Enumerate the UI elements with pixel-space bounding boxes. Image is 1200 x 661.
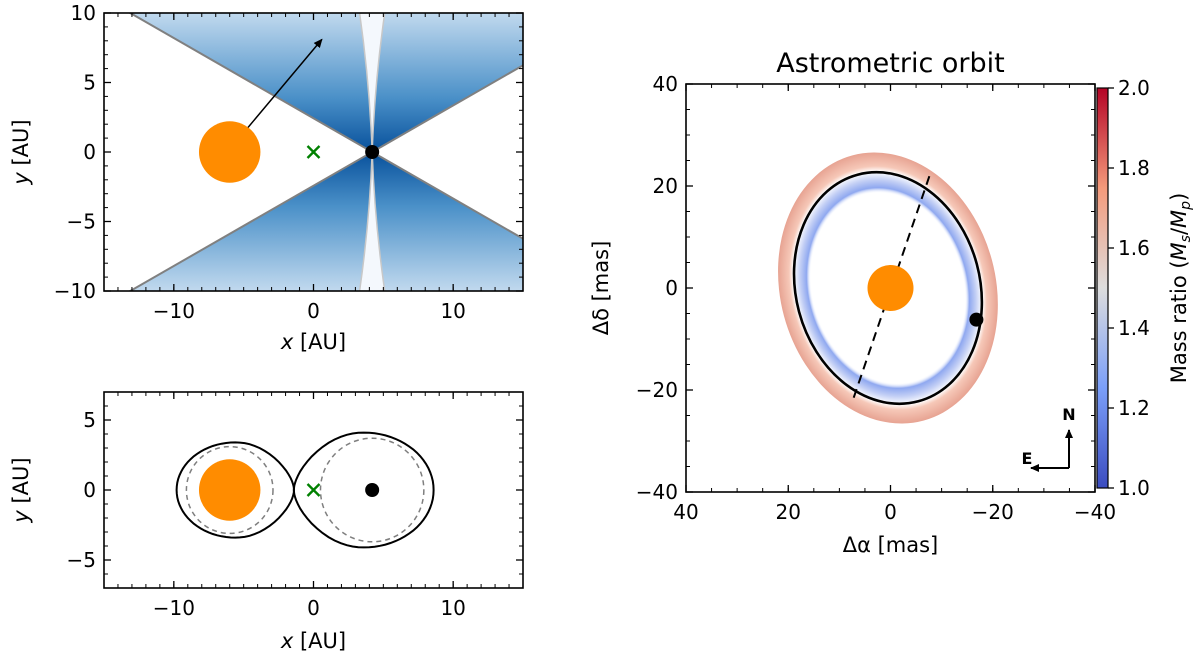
polar-gap-bottom <box>358 151 386 291</box>
companion-dot <box>969 312 984 327</box>
center-of-mass-marker <box>306 483 321 497</box>
companion-dot <box>365 483 380 497</box>
geometry-x-tick-label: −10 <box>153 299 195 323</box>
roche-x-tick-label: 0 <box>307 596 320 620</box>
volume-equivalent-circle-star <box>185 445 274 535</box>
orbit-x-tick-label: 0 <box>884 500 897 524</box>
orbit-x-tick-label: 40 <box>673 500 698 524</box>
wedge-edge-line-b <box>128 64 523 291</box>
shadow-wedge-top <box>104 13 523 152</box>
center-of-mass-marker <box>306 145 321 159</box>
orbit-ellipse <box>792 170 984 406</box>
orbit-y-tick-label: 20 <box>653 174 678 198</box>
roche-lobe-star <box>175 441 295 539</box>
orbit-y-axis-label: Δδ [mas] <box>589 241 613 336</box>
geometry-x-tick-label: 0 <box>307 299 320 323</box>
geometry-y-tick-label: 5 <box>83 71 96 95</box>
colorbar-label: Mass ratio (Ms/Mp) <box>1167 193 1194 384</box>
mass-ratio-colorbar: 1.0 1.2 1.4 1.6 1.8 2.0 <box>1096 76 1150 500</box>
primary-star <box>198 459 261 521</box>
volume-equivalent-circle-companion <box>319 437 425 543</box>
geometry-y-tick-label: −10 <box>54 279 96 303</box>
roche-axes: −10 0 10 −5 0 5 <box>67 391 524 620</box>
primary-star <box>198 121 261 183</box>
orbit-y-tick-label: 0 <box>665 276 678 300</box>
orbit-title: Astrometric orbit <box>776 48 1005 79</box>
orbit-x-axis-label: Δα [mas] <box>843 533 939 557</box>
orbit-axes: 40 20 0 −20 −40 −40 −20 0 20 40 <box>636 72 1116 524</box>
geometry-y-axis-label: y [AU] <box>9 119 33 185</box>
roche-plot-area <box>175 431 435 549</box>
colorbar-tick-label: 1.8 <box>1118 156 1150 180</box>
roche-x-tick-label: −10 <box>153 596 195 620</box>
roche-y-axis-label: y [AU] <box>9 457 33 523</box>
panel-geometry: −10 0 10 −10 −5 0 5 10 x [AU] y [AU] <box>9 1 524 354</box>
center-of-mass-marker-stroke-b <box>306 145 321 159</box>
orbit-x-tick-label: 20 <box>776 500 801 524</box>
primary-star <box>867 264 914 312</box>
center-of-mass-marker-stroke-b <box>306 483 321 497</box>
geometry-y-tick-label: −5 <box>67 210 96 234</box>
polar-gap-top <box>358 13 386 153</box>
geometry-x-axis-label: x [AU] <box>280 330 346 354</box>
orbit-x-tick-label: −40 <box>1074 500 1116 524</box>
line-of-nodes <box>852 172 932 398</box>
roche-y-tick-label: −5 <box>67 548 96 572</box>
orbit-plot-area: NE <box>778 152 1076 472</box>
roche-x-axis-label: x [AU] <box>280 629 346 653</box>
colorbar-tick-label: 1.4 <box>1118 316 1150 340</box>
roche-x-tick-label: 10 <box>440 596 465 620</box>
colorbar-tick-label: 1.0 <box>1118 476 1150 500</box>
geometry-y-tick-label: 0 <box>83 140 96 164</box>
roche-lobe-companion <box>292 431 435 549</box>
line-of-sight-arrow <box>241 38 323 136</box>
wedge-edge-line-a <box>128 13 523 240</box>
roche-y-tick-label: 0 <box>83 478 96 502</box>
compass-north-label: N <box>1062 405 1075 424</box>
orbit-y-tick-label: 40 <box>653 72 678 96</box>
orbit-x-tick-label: −20 <box>972 500 1014 524</box>
geometry-y-tick-label: 10 <box>71 1 96 25</box>
orbit-y-tick-label: −20 <box>636 378 678 402</box>
panel-astrometric-orbit: Astrometric orbit NE 40 20 0 −20 −40−40−2002… <box>589 48 1194 557</box>
colorbar-tick-label: 1.2 <box>1118 396 1150 420</box>
geometry-axes: −10 0 10 −10 −5 0 5 10 <box>54 1 524 323</box>
colorbar-gradient <box>1096 87 1109 489</box>
companion-dot <box>365 145 380 159</box>
colorbar-tick-label: 2.0 <box>1118 76 1150 100</box>
compass-east-label: E <box>1022 449 1033 468</box>
panel-roche-lobes: −10 0 10 −5 0 5 x [AU] y [AU] <box>9 391 524 653</box>
orbit-y-tick-label: −40 <box>636 480 678 504</box>
shadow-wedge-bottom <box>104 152 523 291</box>
roche-y-tick-label: 5 <box>83 408 96 432</box>
colorbar-tick-label: 1.6 <box>1118 236 1150 260</box>
geometry-plot-area <box>104 13 523 291</box>
geometry-x-tick-label: 10 <box>440 299 465 323</box>
